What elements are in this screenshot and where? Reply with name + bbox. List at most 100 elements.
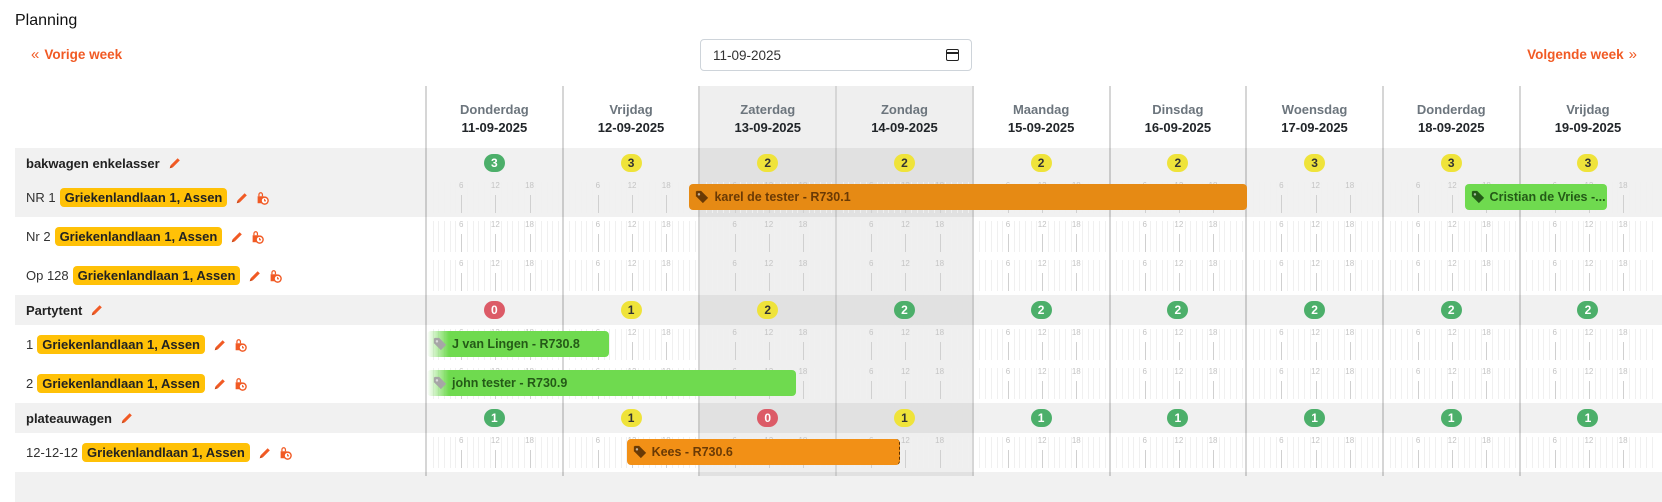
- hour-label: 18: [1618, 220, 1628, 229]
- hour-tick: [506, 221, 508, 252]
- group-name[interactable]: Partytent: [26, 302, 83, 318]
- hour-tick: [894, 260, 896, 291]
- pencil-icon[interactable]: [248, 269, 262, 283]
- hour-tick: [1509, 329, 1511, 360]
- booking-bar[interactable]: john tester - R730.9: [427, 370, 797, 396]
- resource-row: 6121861218612186121861218612186121861218…: [15, 364, 1662, 403]
- hour-tick: [671, 329, 673, 360]
- hour-tick: [933, 437, 935, 468]
- booking-bar[interactable]: Kees - R730.6: [626, 439, 900, 465]
- booking-bar[interactable]: karel de tester - R730.1: [689, 184, 1248, 210]
- group-label: bakwagen enkelasser: [26, 148, 182, 178]
- hour-tick: [1429, 260, 1431, 291]
- hour-tick: [894, 221, 896, 252]
- hour-tick: [1292, 437, 1294, 468]
- schedule-icon[interactable]: [255, 191, 270, 205]
- schedule-icon[interactable]: [233, 377, 247, 391]
- hour-ticks: 6 12 18: [1111, 325, 1248, 364]
- hour-label: 18: [935, 436, 945, 445]
- group-name[interactable]: bakwagen enkelasser: [26, 155, 160, 171]
- hour-tick: [1002, 329, 1004, 360]
- pencil-icon[interactable]: [213, 377, 227, 391]
- hour-major-tick: [1178, 221, 1180, 252]
- hour-tick: [1082, 260, 1084, 291]
- hour-tick: [449, 260, 451, 291]
- hour-tick: [1429, 329, 1431, 360]
- hour-tick: [489, 221, 491, 252]
- hour-tick: [1606, 221, 1608, 252]
- hour-tick: [1594, 368, 1596, 399]
- hour-major-tick: [939, 368, 941, 399]
- group-name[interactable]: plateauwagen: [26, 410, 112, 426]
- hour-tick: [1013, 437, 1015, 468]
- pencil-icon[interactable]: [235, 191, 249, 205]
- date-picker-input[interactable]: 11-09-2025: [700, 39, 972, 71]
- hour-ticks: 6 12 18: [564, 256, 701, 295]
- previous-week-link[interactable]: « Vorige week: [26, 46, 122, 63]
- hour-tick: [626, 329, 628, 360]
- hour-tick: [1469, 260, 1471, 291]
- hour-tick: [1167, 437, 1169, 468]
- schedule-icon[interactable]: [250, 230, 265, 244]
- hour-ticks: 6 12 18: [1111, 256, 1248, 295]
- hour-tick: [1059, 221, 1061, 252]
- hour-label: 18: [798, 259, 808, 268]
- hour-tick: [1201, 437, 1203, 468]
- hour-tick: [1497, 260, 1499, 291]
- schedule-icon[interactable]: [233, 338, 247, 352]
- hour-tick: [848, 368, 850, 399]
- hour-major-tick: [1315, 221, 1317, 252]
- hour-tick: [1475, 437, 1477, 468]
- pencil-icon[interactable]: [168, 156, 182, 170]
- hour-major-tick: [666, 182, 668, 213]
- hour-tick: [1309, 329, 1311, 360]
- hour-tick: [1269, 221, 1271, 252]
- calendar-icon[interactable]: [946, 49, 959, 61]
- pencil-icon[interactable]: [90, 303, 104, 317]
- hour-major-tick: [1486, 329, 1488, 360]
- day-name: Donderdag: [1416, 102, 1486, 117]
- pencil-icon[interactable]: [120, 411, 134, 425]
- hour-tick: [677, 221, 679, 252]
- hour-tick: [1013, 368, 1015, 399]
- hour-major-tick: [1144, 260, 1146, 291]
- hour-tick: [1344, 368, 1346, 399]
- group-label: Partytent: [26, 295, 104, 325]
- resource-name: NR 1: [26, 190, 56, 205]
- hour-label: 12: [900, 259, 910, 268]
- booking-bar[interactable]: J van Lingen - R730.8: [427, 331, 609, 357]
- hour-tick: [888, 329, 890, 360]
- hour-tick: [1332, 329, 1334, 360]
- hour-tick: [444, 182, 446, 213]
- hour-tick: [1235, 221, 1237, 252]
- next-week-link[interactable]: Volgende week »: [1527, 46, 1642, 63]
- hour-tick: [1480, 260, 1482, 291]
- pencil-icon[interactable]: [258, 446, 272, 460]
- booking-bar[interactable]: Cristian de Vries -...: [1464, 184, 1607, 210]
- hour-tick: [586, 437, 588, 468]
- hour-tick: [1116, 368, 1118, 399]
- hour-tick: [1201, 221, 1203, 252]
- hour-tick: [1617, 368, 1619, 399]
- hour-tick: [1224, 260, 1226, 291]
- hour-major-tick: [461, 182, 463, 213]
- hour-tick: [1309, 260, 1311, 291]
- hour-tick: [1645, 368, 1647, 399]
- schedule-icon[interactable]: [268, 269, 283, 283]
- pencil-icon[interactable]: [213, 338, 227, 352]
- hour-tick: [1395, 368, 1397, 399]
- hour-tick: [1184, 437, 1186, 468]
- day-name: Woensdag: [1281, 102, 1348, 117]
- hour-tick: [968, 260, 970, 291]
- pencil-icon[interactable]: [230, 230, 244, 244]
- day-column: Vrijdag 19-09-2025: [1518, 86, 1656, 476]
- hour-tick: [990, 260, 992, 291]
- hour-tick: [569, 437, 571, 468]
- hour-tick: [1463, 437, 1465, 468]
- hour-tick: [620, 221, 622, 252]
- hour-tick: [814, 221, 816, 252]
- hour-major-tick: [1418, 182, 1420, 213]
- schedule-icon[interactable]: [278, 446, 292, 460]
- day-name: Vrijdag: [1566, 102, 1610, 117]
